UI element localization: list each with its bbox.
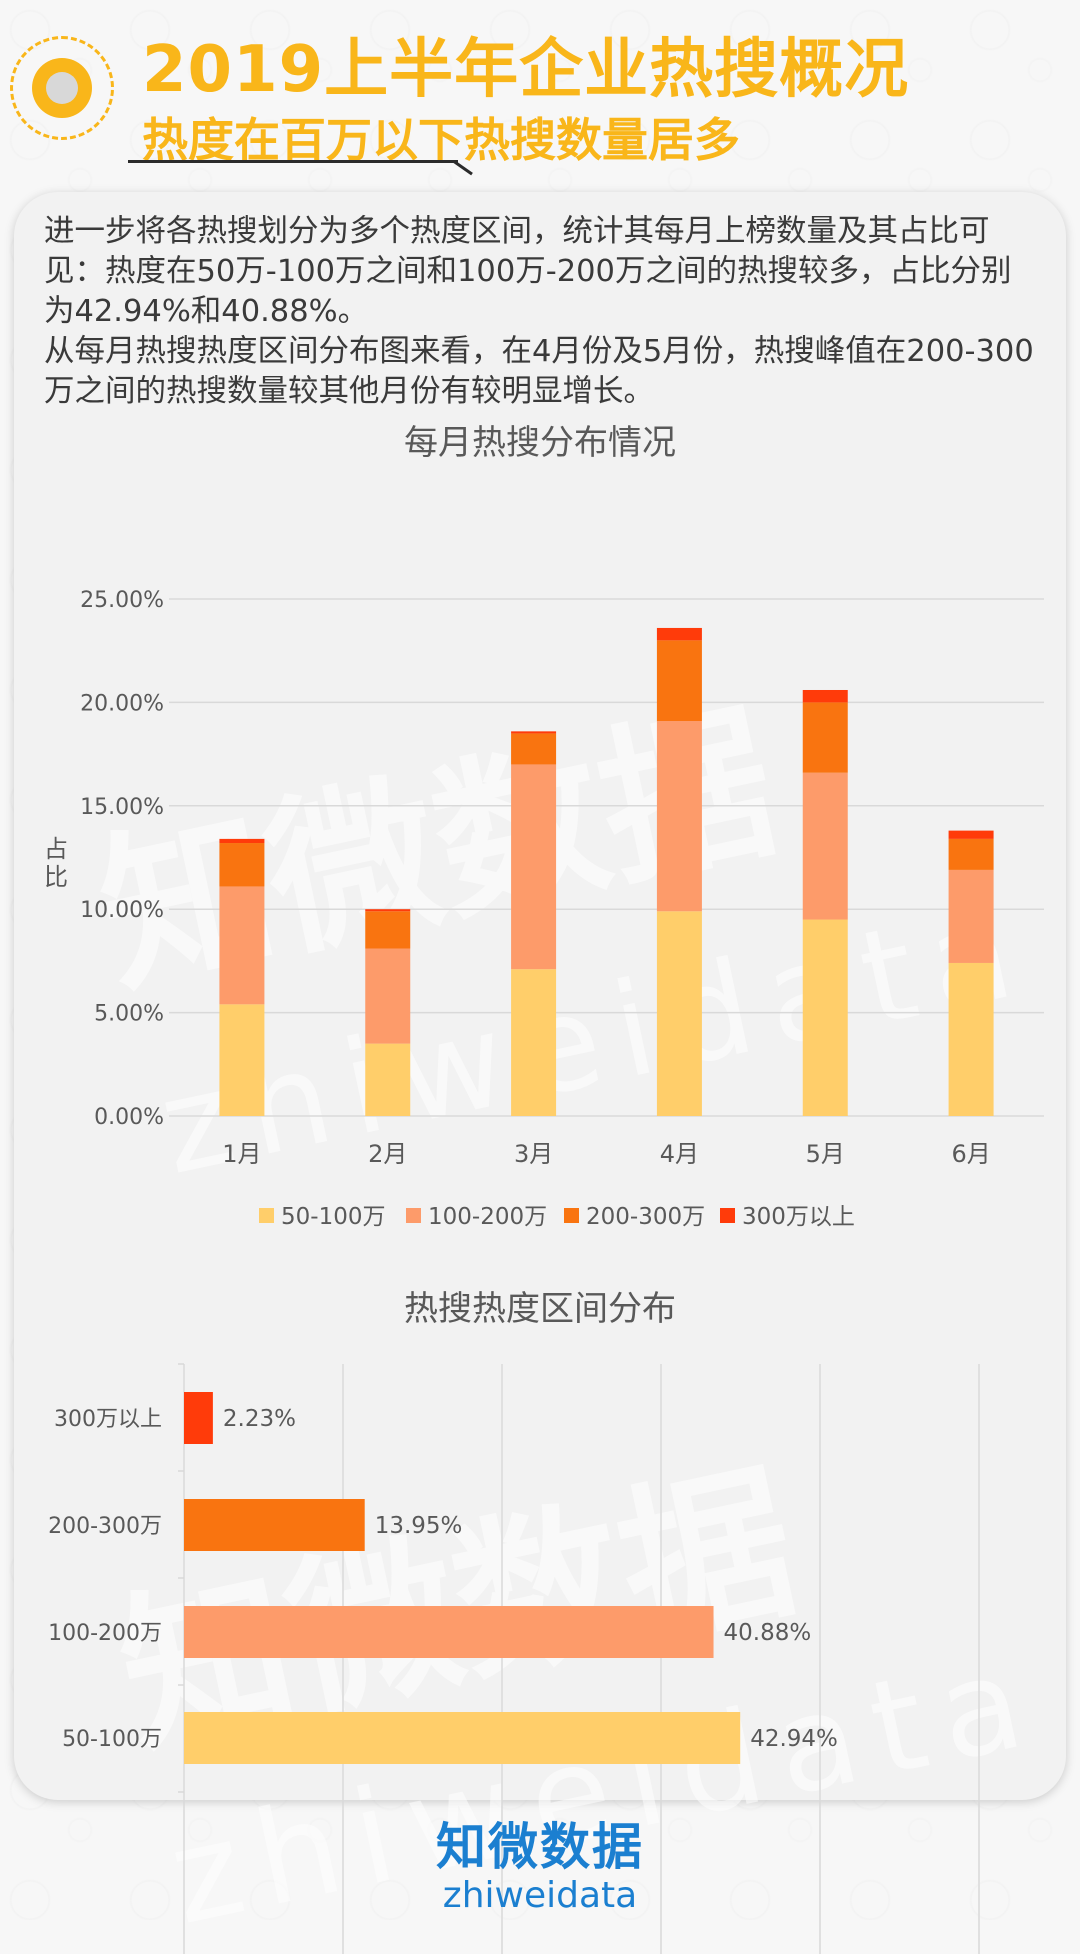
intro-text: 进一步将各热搜划分为多个热度区间，统计其每月上榜数量及其占比可见：热度在50万-… — [44, 212, 1040, 412]
category-label: 300万以上 — [54, 1407, 162, 1432]
y-tick-label: 20.00% — [80, 691, 164, 716]
logo-ring-icon — [10, 36, 114, 140]
bar-segment — [802, 919, 848, 1116]
legend-label: 300万以上 — [742, 1204, 855, 1230]
legend-swatch — [720, 1208, 735, 1223]
chart-title: 热搜热度区间分布 — [404, 1289, 676, 1329]
content-card: 知微数据 zhiweidata 知微数据 zhiweidata 进一步将各热搜划… — [14, 192, 1066, 1954]
x-tick-label: 3月 — [514, 1140, 553, 1168]
bar-segment — [219, 1004, 265, 1116]
logo-dot-icon — [32, 58, 92, 118]
bar-segment — [365, 948, 411, 1044]
bar-segment — [948, 830, 994, 839]
y-axis-label: 占比 — [44, 835, 68, 891]
bar-segment — [365, 909, 411, 912]
footer: 知微数据 zhiweidata — [0, 1818, 1080, 1918]
bar-segment — [802, 772, 848, 920]
x-tick-label: 4月 — [660, 1140, 699, 1168]
header: 2019上半年企业热搜概况 热度在百万以下热搜数量居多 — [0, 0, 1080, 190]
category-label: 50-100万 — [62, 1727, 162, 1752]
bar-segment — [511, 969, 557, 1116]
data-label: 40.88% — [724, 1620, 812, 1646]
bar — [184, 1499, 365, 1551]
bar-segment — [511, 764, 557, 970]
bar-segment — [219, 838, 265, 844]
heat-range-chart: 热搜热度区间分布 300万以上 2.23% 200-300万 13.95% 100-200… — [48, 1289, 980, 1954]
legend-swatch — [406, 1208, 421, 1223]
category-label: 100-200万 — [48, 1621, 162, 1646]
bar-segment — [948, 838, 994, 870]
x-tick-label: 2月 — [368, 1140, 407, 1168]
bar-segment — [365, 911, 411, 949]
bar-segment — [365, 1043, 411, 1116]
intro-paragraph-1: 进一步将各热搜划分为多个热度区间，统计其每月上榜数量及其占比可见：热度在50万-… — [44, 214, 1012, 329]
y-tick-label: 5.00% — [94, 1002, 164, 1027]
bar-segment — [656, 721, 702, 912]
bar-segment — [802, 702, 848, 773]
footer-brand-en: zhiweidata — [442, 1875, 638, 1916]
legend-label: 50-100万 — [281, 1204, 385, 1230]
bar — [184, 1392, 213, 1444]
bar-segment — [511, 733, 557, 765]
bar-segment — [511, 731, 557, 734]
y-tick-label: 10.00% — [80, 898, 164, 923]
x-tick-label: 6月 — [951, 1140, 990, 1168]
legend-swatch — [259, 1208, 274, 1223]
x-tick-label: 1月 — [222, 1140, 261, 1168]
page-subtitle: 热度在百万以下热搜数量居多 — [142, 113, 740, 167]
legend-label: 100-200万 — [428, 1204, 547, 1230]
bar-segment — [948, 962, 994, 1116]
bar — [184, 1606, 714, 1658]
bar-segment — [656, 627, 702, 641]
y-tick-label: 0.00% — [94, 1105, 164, 1130]
bar-segment — [948, 869, 994, 963]
bar-segment — [802, 689, 848, 703]
category-label: 200-300万 — [48, 1514, 162, 1539]
page-title: 2019上半年企业热搜概况 — [142, 33, 910, 107]
x-tick-label: 5月 — [806, 1140, 845, 1168]
data-label: 2.23% — [223, 1406, 296, 1432]
chart-title: 每月热搜分布情况 — [404, 423, 676, 463]
legend-label: 200-300万 — [586, 1204, 705, 1230]
bar-segment — [656, 911, 702, 1116]
bar — [184, 1712, 741, 1764]
footer-brand-cn: 知微数据 — [436, 1818, 644, 1876]
data-label: 13.95% — [375, 1513, 463, 1539]
y-tick-label: 15.00% — [80, 795, 164, 820]
y-tick-label: 25.00% — [80, 588, 164, 613]
subtitle-underline — [128, 160, 458, 163]
data-label: 42.94% — [750, 1726, 838, 1752]
bar-segment — [219, 843, 265, 887]
bar-segment — [656, 640, 702, 722]
legend-swatch — [564, 1208, 579, 1223]
bar-segment — [219, 886, 265, 1005]
intro-paragraph-2: 从每月热搜热度区间分布图来看，在4月份及5月份，热搜峰值在200-300万之间的… — [44, 334, 1034, 409]
